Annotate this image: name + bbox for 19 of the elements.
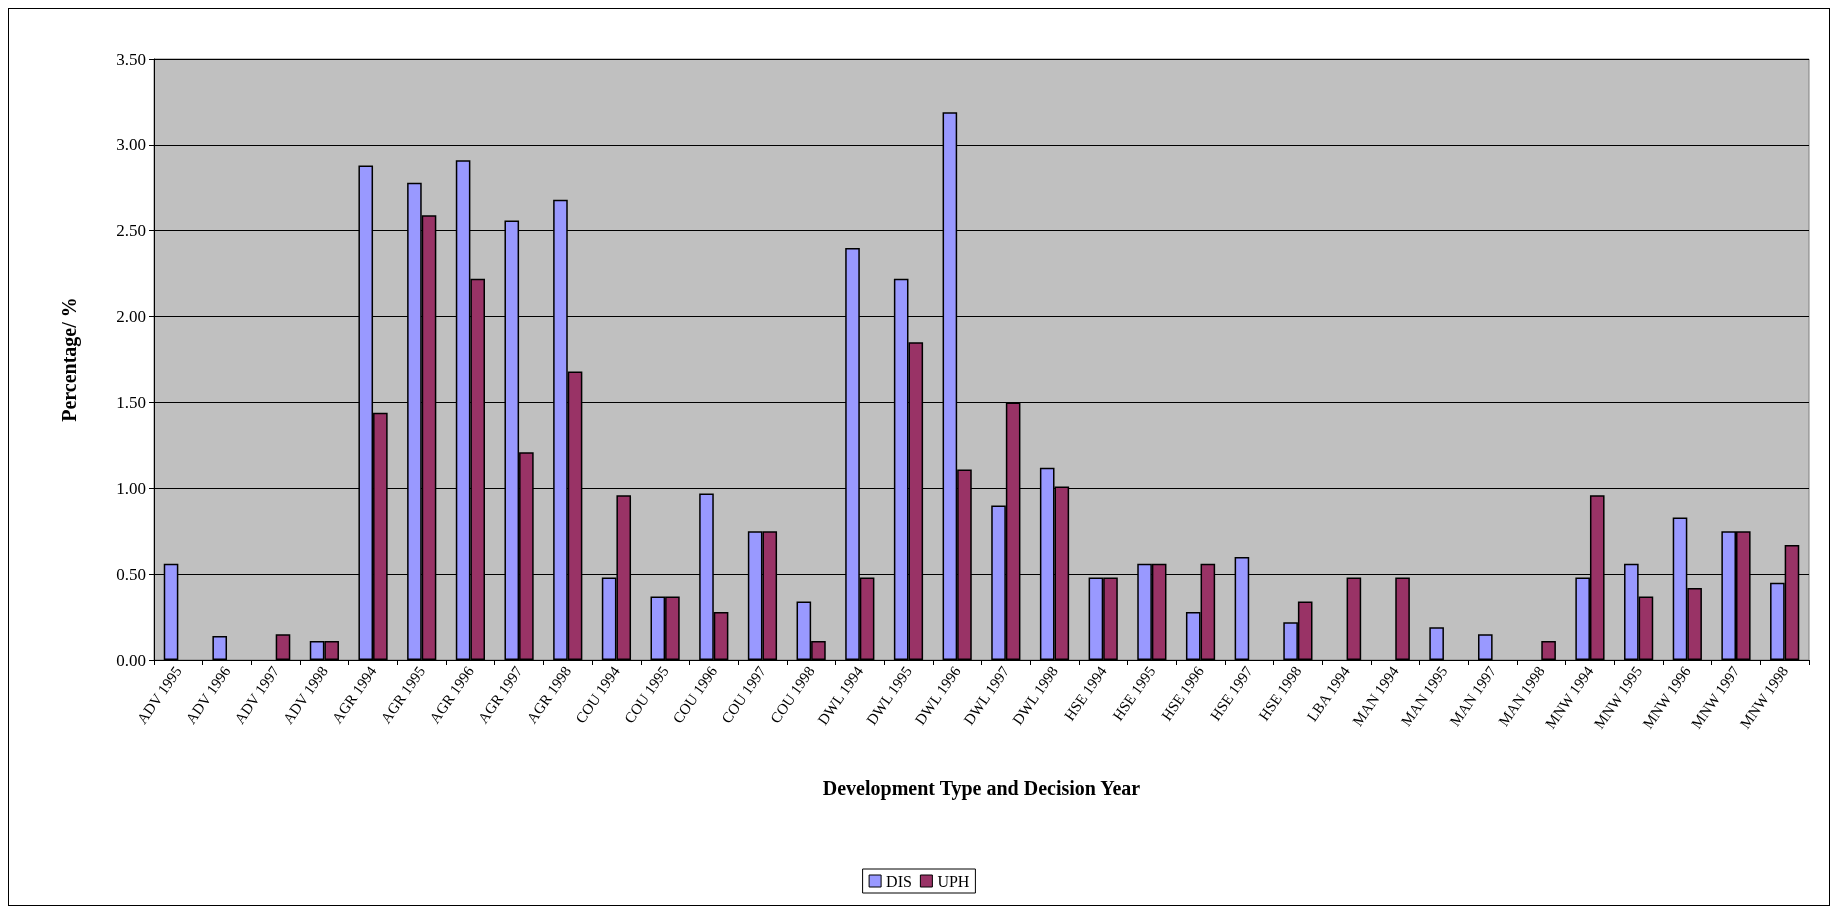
bar bbox=[212, 635, 228, 660]
y-tick-label: 0.50 bbox=[116, 564, 146, 584]
y-tick-label: 0.00 bbox=[116, 650, 146, 670]
y-tick-label: 2.50 bbox=[116, 221, 146, 241]
y-tick-label: 1.00 bbox=[116, 478, 146, 498]
y-tick-label: 2.00 bbox=[116, 307, 146, 327]
bar bbox=[1478, 634, 1493, 660]
y-tick-label: 3.00 bbox=[116, 135, 146, 155]
bar bbox=[1395, 577, 1410, 660]
bar bbox=[275, 634, 291, 660]
y-tick-label: 3.50 bbox=[116, 49, 146, 69]
bar bbox=[1346, 577, 1362, 660]
legend-label: DIS bbox=[886, 872, 912, 890]
bar bbox=[1429, 627, 1444, 660]
x-axis-title: Development Type and Decision Year bbox=[822, 777, 1141, 800]
legend-label: UPH bbox=[937, 872, 970, 890]
y-axis-title: Percentage/ % bbox=[58, 297, 81, 422]
bar bbox=[1541, 641, 1556, 660]
y-tick-label: 1.50 bbox=[116, 392, 146, 412]
